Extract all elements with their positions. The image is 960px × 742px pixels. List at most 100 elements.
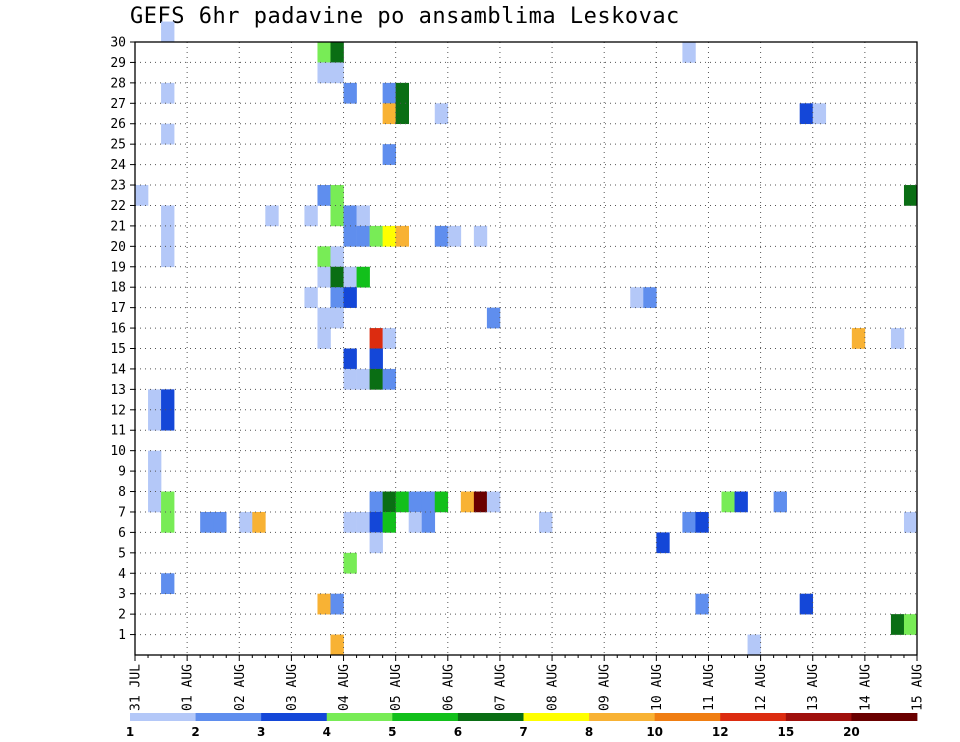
- x-tick-label: 02 AUG: [233, 664, 248, 711]
- heatmap-cell: [161, 246, 175, 268]
- legend-swatch: [720, 713, 787, 721]
- y-tick-label: 15: [110, 342, 126, 357]
- heatmap-cell: [252, 511, 266, 533]
- legend-label: 3: [257, 725, 265, 739]
- legend-label: 4: [323, 725, 331, 739]
- heatmap-cell: [369, 225, 383, 247]
- x-tick-label: 05 AUG: [389, 664, 404, 711]
- heatmap-cell: [890, 614, 905, 635]
- heatmap-cell: [317, 593, 331, 615]
- x-tick-label: 04 AUG: [337, 664, 352, 711]
- x-axis: 31 JUL 01 AUG 02 AUG 03 AUG 04 AUG 05 AUG 06 A…: [129, 655, 926, 711]
- y-tick-label: 22: [110, 199, 126, 214]
- legend-label: 6: [454, 725, 462, 739]
- y-tick-label: 11: [110, 424, 126, 439]
- grid-lines: [135, 41, 917, 655]
- x-tick-label: 03 AUG: [285, 664, 300, 711]
- y-tick-label: 23: [110, 179, 126, 194]
- y-axis: 1234567891011121314151617181920212223242…: [110, 36, 135, 643]
- heatmap-cell: [682, 511, 696, 533]
- y-tick-label: 21: [110, 219, 126, 234]
- heatmap-cell: [239, 511, 253, 533]
- y-tick-label: 8: [118, 485, 126, 500]
- heatmap-cell: [799, 593, 814, 615]
- heatmap-cell: [486, 491, 501, 513]
- heatmap-cell: [369, 511, 383, 533]
- heatmap-cell: [161, 409, 175, 431]
- legend-swatch: [130, 713, 196, 721]
- legend-swatch: [457, 713, 524, 721]
- heatmap-cells: [135, 21, 918, 656]
- x-tick-label: 08 AUG: [546, 664, 561, 711]
- heatmap-cell: [721, 491, 735, 513]
- heatmap-cell: [473, 491, 488, 513]
- heatmap-cell: [343, 368, 357, 390]
- heatmap-cell: [356, 368, 370, 390]
- heatmap-cell: [148, 491, 162, 513]
- heatmap-cell: [330, 62, 344, 84]
- heatmap-cell: [630, 287, 644, 308]
- legend-swatch: [589, 713, 656, 721]
- legend-swatch: [326, 713, 393, 721]
- heatmap-cell: [161, 82, 175, 104]
- heatmap-cell: [330, 246, 344, 268]
- y-tick-label: 30: [110, 36, 126, 51]
- y-tick-label: 14: [110, 362, 126, 377]
- y-tick-label: 27: [110, 97, 126, 112]
- heatmap-cell: [265, 205, 279, 227]
- heatmap-cell: [161, 225, 175, 247]
- y-tick-label: 20: [110, 240, 126, 255]
- x-tick-label: 10 AUG: [650, 664, 665, 711]
- heatmap-cell: [161, 123, 175, 145]
- heatmap-cell: [434, 225, 449, 247]
- heatmap-cell: [695, 593, 709, 615]
- heatmap-cell: [317, 185, 331, 206]
- legend-label: 5: [388, 725, 396, 739]
- heatmap-cell: [161, 491, 175, 513]
- heatmap-cell: [356, 225, 370, 247]
- heatmap-cell: [799, 103, 814, 125]
- legend-label: 15: [777, 725, 794, 739]
- heatmap-cell: [682, 42, 696, 63]
- x-tick-label: 12 AUG: [754, 664, 769, 711]
- heatmap-cell: [421, 511, 436, 533]
- heatmap-cell: [343, 287, 357, 308]
- y-tick-label: 18: [110, 281, 126, 296]
- y-tick-label: 9: [118, 465, 126, 480]
- x-tick-label: 11 AUG: [702, 664, 717, 711]
- y-tick-label: 25: [110, 138, 126, 153]
- legend-label: 10: [646, 725, 663, 739]
- heatmap-cell: [421, 491, 436, 513]
- heatmap-cell: [382, 368, 396, 390]
- heatmap-cell: [408, 511, 423, 533]
- legend-swatch: [261, 713, 328, 721]
- heatmap-cell: [382, 82, 396, 104]
- heatmap-cell: [369, 532, 383, 554]
- heatmap-cell: [330, 287, 344, 308]
- legend-label: 8: [585, 725, 593, 739]
- heatmap-cell: [851, 328, 866, 349]
- heatmap-cell: [161, 21, 175, 43]
- y-tick-label: 1: [118, 628, 126, 643]
- heatmap-cell: [135, 185, 149, 206]
- heatmap-cell: [343, 348, 357, 370]
- heatmap-cell: [434, 491, 449, 513]
- heatmap-cell: [656, 532, 670, 554]
- x-tick-label: 01 AUG: [181, 664, 196, 711]
- heatmap-cell: [161, 573, 175, 594]
- heatmap-cell: [200, 511, 214, 533]
- legend-swatch: [851, 713, 918, 721]
- y-tick-label: 29: [110, 56, 126, 71]
- heatmap-cell: [148, 450, 162, 472]
- heatmap-cell: [356, 266, 370, 288]
- x-tick-label: 07 AUG: [493, 664, 508, 711]
- y-tick-label: 6: [118, 526, 126, 541]
- heatmap-cell: [304, 205, 318, 227]
- y-tick-label: 4: [118, 567, 126, 582]
- heatmap-cell: [434, 103, 449, 125]
- heatmap-cell: [213, 511, 227, 533]
- heatmap-cell: [330, 593, 344, 615]
- heatmap-cell: [317, 328, 331, 349]
- legend-swatch: [523, 713, 590, 721]
- y-tick-label: 2: [118, 608, 126, 623]
